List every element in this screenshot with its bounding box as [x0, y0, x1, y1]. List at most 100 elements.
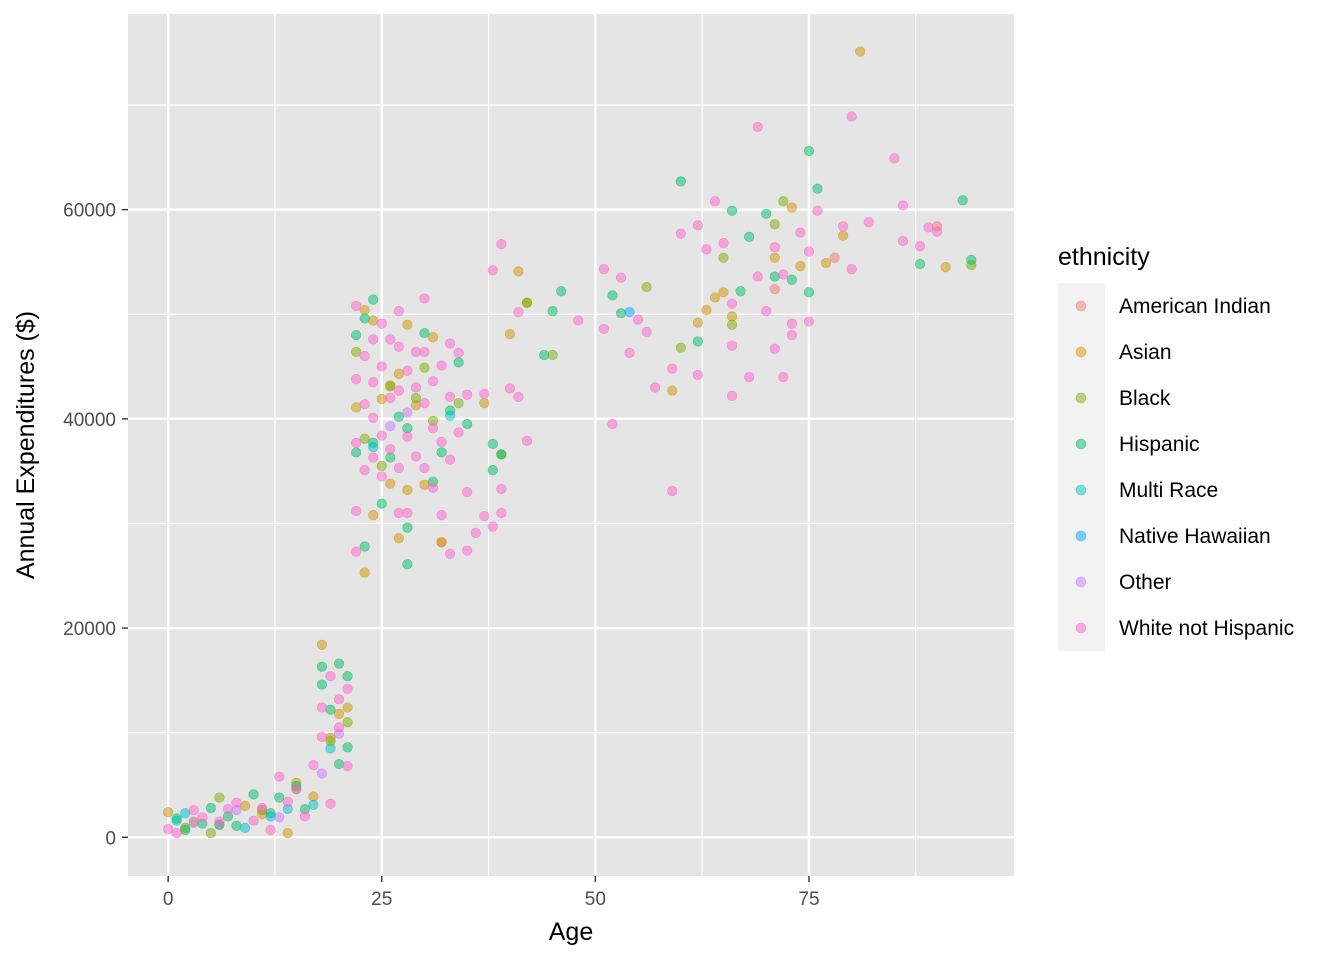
data-point: [709, 196, 721, 207]
data-point: [385, 444, 396, 455]
data-point: [376, 318, 387, 329]
data-point: [453, 357, 464, 368]
data-point: [709, 292, 721, 303]
data-point: [410, 382, 422, 393]
data-point: [718, 287, 729, 298]
data-point: [385, 334, 396, 345]
data-point: [453, 347, 464, 359]
data-point: [479, 398, 490, 409]
data-point: [462, 486, 473, 498]
data-point: [786, 274, 797, 285]
data-point: [402, 484, 413, 496]
data-point: [803, 287, 815, 298]
data-point: [427, 423, 439, 434]
data-point: [419, 327, 430, 339]
data-point: [761, 208, 772, 219]
data-point: [778, 196, 789, 207]
data-point: [521, 297, 533, 308]
data-point: [803, 246, 815, 257]
data-point: [402, 522, 413, 533]
data-point: [410, 392, 422, 404]
data-point: [231, 820, 242, 831]
data-point: [333, 758, 345, 770]
legend-item: White not Hispanic: [1075, 617, 1294, 640]
data-point: [359, 433, 370, 444]
data-point: [359, 399, 370, 410]
data-point: [513, 307, 524, 318]
data-point: [222, 803, 234, 815]
data-point: [402, 507, 413, 519]
data-point: [180, 808, 191, 819]
data-point: [410, 346, 422, 357]
data-point: [359, 567, 370, 578]
data-point: [795, 261, 806, 272]
data-point: [385, 392, 396, 404]
legend-label: American Indian: [1119, 295, 1271, 318]
data-point: [393, 368, 404, 379]
data-point: [675, 228, 686, 239]
data-point: [769, 271, 780, 282]
data-point: [351, 300, 362, 311]
data-point: [846, 264, 857, 275]
data-point: [462, 418, 473, 430]
data-point: [632, 314, 644, 325]
data-point: [624, 347, 635, 359]
data-point: [701, 304, 712, 316]
legend-label: Native Hawaiian: [1119, 525, 1271, 548]
data-point: [940, 262, 951, 273]
data-point: [496, 449, 507, 460]
data-point: [359, 313, 370, 324]
data-point: [462, 545, 473, 556]
data-point: [598, 264, 609, 275]
data-point: [393, 411, 404, 422]
data-point: [239, 822, 251, 833]
data-point: [351, 447, 362, 458]
legend-key: [1075, 438, 1087, 450]
legend-label: Multi Race: [1119, 479, 1218, 502]
data-point: [171, 828, 182, 839]
data-point: [427, 482, 439, 493]
data-point: [513, 391, 524, 402]
data-point: [393, 462, 404, 474]
x-tick-label: 75: [798, 889, 819, 910]
data-point: [957, 195, 968, 206]
data-point: [359, 465, 370, 476]
data-point: [769, 242, 780, 253]
data-point: [368, 294, 379, 305]
data-point: [351, 546, 362, 557]
data-point: [445, 454, 456, 465]
legend-item: Multi Race: [1075, 479, 1218, 502]
legend-item: Native Hawaiian: [1075, 525, 1271, 548]
grid-lines: [128, 14, 1014, 876]
data-point: [376, 430, 387, 441]
data-point: [675, 342, 686, 353]
data-point: [351, 402, 362, 413]
data-point: [598, 323, 609, 334]
data-point: [496, 239, 507, 250]
data-point: [538, 349, 550, 361]
data-point: [385, 421, 396, 432]
legend-key: [1075, 530, 1087, 542]
data-point: [479, 388, 490, 399]
data-point: [487, 465, 498, 476]
data-point: [393, 305, 404, 317]
data-point: [316, 679, 328, 690]
data-point: [282, 828, 293, 839]
legend: ethnicity American Indian Asian Black Hispa…: [1058, 243, 1294, 651]
data-point: [726, 205, 738, 216]
data-point: [923, 222, 934, 233]
data-point: [786, 318, 797, 329]
x-tick-label: 50: [585, 889, 606, 910]
legend-item: Other: [1075, 571, 1172, 594]
data-point: [445, 338, 456, 349]
data-point: [342, 683, 353, 694]
data-point: [932, 226, 943, 237]
data-point: [214, 792, 225, 803]
data-point: [838, 230, 849, 241]
data-point: [351, 330, 362, 341]
data-point: [402, 407, 413, 418]
data-point: [573, 315, 584, 326]
data-point: [376, 361, 387, 372]
data-point: [308, 799, 319, 810]
data-point: [402, 365, 413, 376]
